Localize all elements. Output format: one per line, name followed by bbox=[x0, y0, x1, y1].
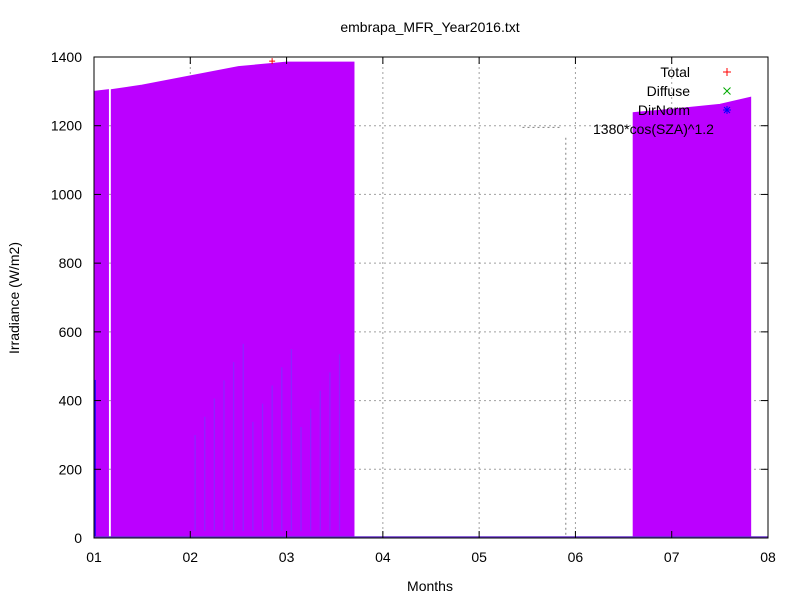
area-segment bbox=[94, 89, 109, 538]
x-tick-label: 02 bbox=[182, 549, 198, 565]
y-tick-label: 200 bbox=[59, 461, 83, 477]
x-tick-label: 03 bbox=[279, 549, 295, 565]
limit-annotation: 1380*cos(SZA)^1.2 bbox=[593, 121, 714, 137]
y-tick-label: 1400 bbox=[51, 49, 82, 65]
legend-markers bbox=[723, 68, 731, 114]
y-axis-title: Irradiance (W/m2) bbox=[6, 242, 22, 354]
x-axis-title: Months bbox=[407, 578, 453, 594]
area-segment bbox=[632, 96, 752, 538]
x-tick-label: 01 bbox=[86, 549, 102, 565]
legend-label-diffuse: Diffuse bbox=[647, 83, 691, 99]
y-tick-label: 600 bbox=[59, 324, 83, 340]
plot-frame bbox=[93, 56, 769, 539]
legend-marker-dirnorm bbox=[723, 106, 731, 114]
x-tick-label: 05 bbox=[471, 549, 487, 565]
data-layer bbox=[94, 58, 768, 538]
total-peak-marker bbox=[269, 58, 276, 65]
legend-marker-diffuse bbox=[723, 87, 731, 95]
tick-layer: 0 200 400 600 800 1000 1200 1400 01 02 03 04 05 06 07 0… bbox=[51, 49, 776, 565]
legend-label-dirnorm: DirNorm bbox=[638, 102, 690, 118]
x-tick-label: 06 bbox=[568, 549, 584, 565]
chart-title: embrapa_MFR_Year2016.txt bbox=[340, 19, 519, 35]
x-tick-label: 04 bbox=[375, 549, 391, 565]
y-tick-label: 0 bbox=[74, 530, 82, 546]
legend: Total Diffuse DirNorm bbox=[638, 64, 731, 118]
legend-marker-total bbox=[723, 68, 731, 76]
area-segment bbox=[110, 61, 355, 538]
x-tick-label: 08 bbox=[760, 549, 776, 565]
y-tick-label: 400 bbox=[59, 393, 83, 409]
y-tick-label: 800 bbox=[59, 255, 83, 271]
y-tick-label: 1200 bbox=[51, 118, 82, 134]
early-spike bbox=[94, 379, 96, 538]
legend-label-total: Total bbox=[660, 64, 690, 80]
y-tick-label: 1000 bbox=[51, 186, 82, 202]
x-tick-label: 07 bbox=[664, 549, 680, 565]
